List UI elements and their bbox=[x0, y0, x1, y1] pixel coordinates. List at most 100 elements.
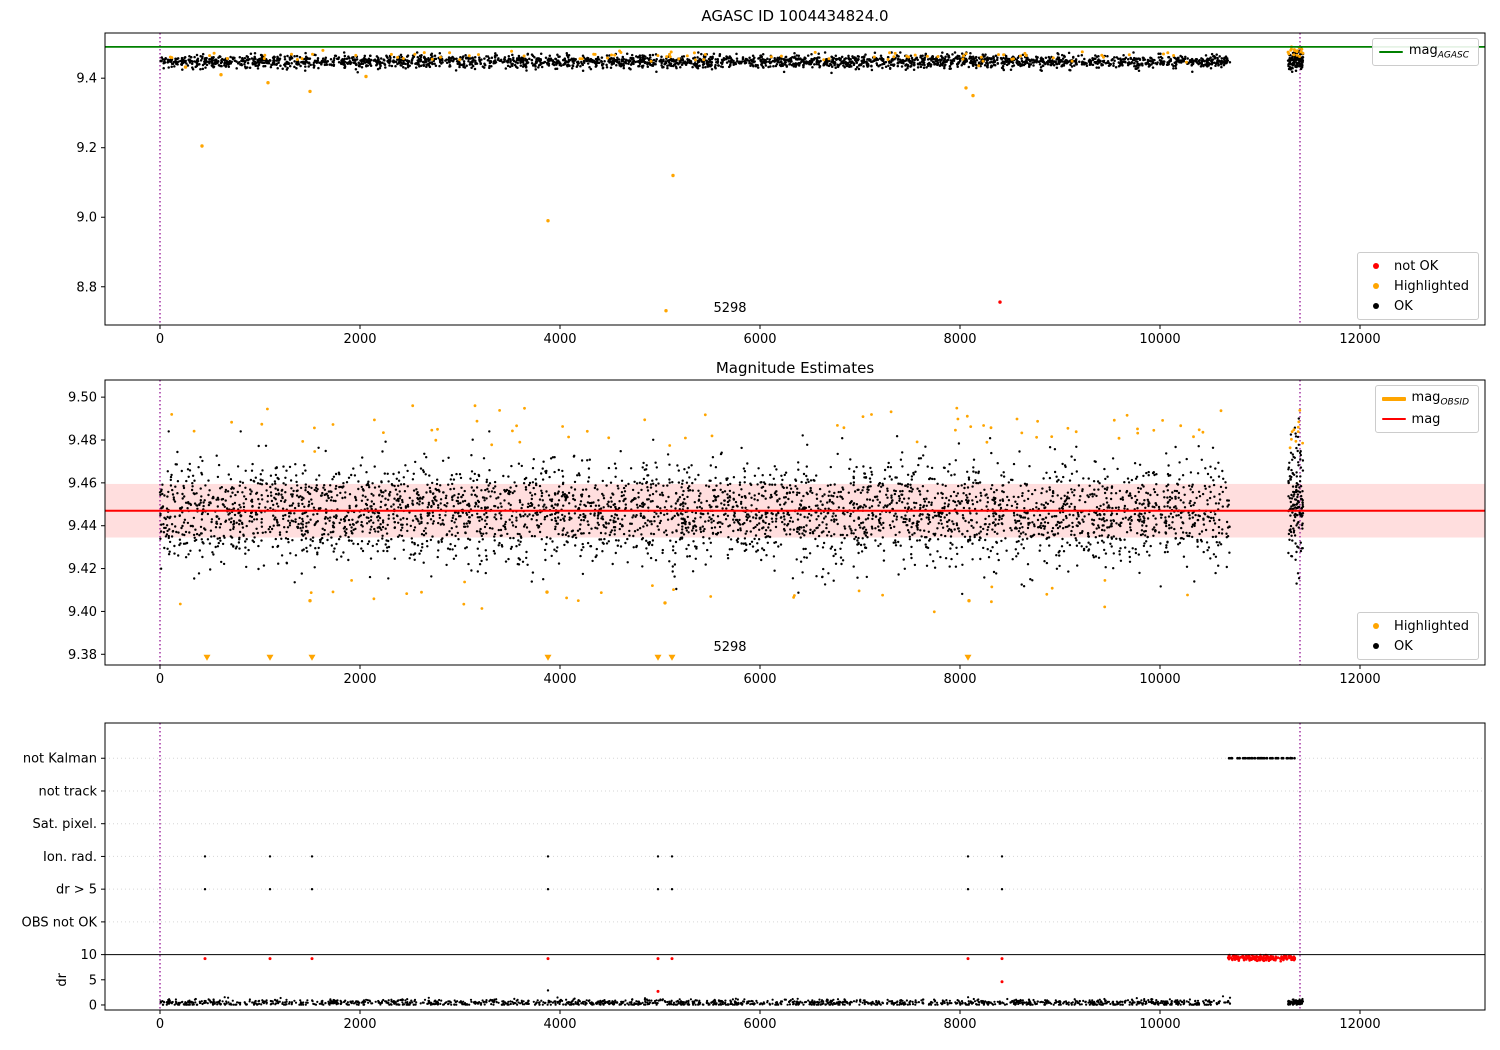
plot-est-canvas: 0 2000 4000 6000 8000 10000 120009.389.409.429… bbox=[68, 379, 1486, 687]
flag-category-label: OBS not OK bbox=[22, 915, 98, 930]
y-tick-label: 9.44 bbox=[68, 519, 97, 534]
legend-entry: OK bbox=[1364, 637, 1469, 655]
legend-entry: OK bbox=[1364, 297, 1469, 315]
plot-border bbox=[104, 379, 1486, 666]
legend-point-types: not OK Highlighted OK bbox=[1357, 252, 1479, 320]
y-tick-label: 9.2 bbox=[76, 141, 97, 156]
outlier-points bbox=[183, 65, 1002, 313]
obsid-annotation: 5298 bbox=[713, 640, 746, 655]
highlighted-end bbox=[1288, 409, 1304, 450]
ok-scatter-main bbox=[158, 430, 1231, 596]
legend-point-types: Highlighted OK bbox=[1357, 612, 1479, 660]
highlighted-dot-icon bbox=[1364, 623, 1388, 629]
y-tick-label: 9.4 bbox=[76, 72, 97, 87]
x-tick-label: 4000 bbox=[543, 1017, 576, 1032]
x-tick-label: 8000 bbox=[943, 672, 976, 687]
plot-mag-canvas: 0 2000 4000 6000 8000 10000 12000 8.8 9.0 9.2 9.4 5… bbox=[76, 32, 1486, 347]
y-tick-label: 10 bbox=[80, 948, 97, 963]
clipped-low-marker-icon bbox=[203, 654, 211, 661]
legend-mag-agasc: magAGASC bbox=[1371, 38, 1479, 66]
legend-entry: magAGASC bbox=[1378, 43, 1469, 61]
x-tick-label: 12000 bbox=[1339, 672, 1380, 687]
chart-magnitude-estimates: Magnitude Estimates 0 2000 4000 6000 8000 100… bbox=[0, 350, 1500, 700]
x-tick-label: 8000 bbox=[943, 1017, 976, 1032]
legend-entry: mag bbox=[1381, 410, 1469, 428]
x-tick-label: 2000 bbox=[343, 672, 376, 687]
obsid-annotation: 5298 bbox=[713, 301, 746, 316]
legend-entry: Highlighted bbox=[1364, 617, 1469, 635]
y-tick-label: 9.38 bbox=[68, 648, 97, 663]
x-tick-label: 2000 bbox=[343, 1017, 376, 1032]
x-tick-label: 0 bbox=[156, 332, 164, 347]
y-tick-label: 8.8 bbox=[76, 280, 97, 295]
highlighted-low bbox=[178, 579, 1189, 614]
dr-baseline bbox=[159, 995, 1232, 1006]
plot-border bbox=[104, 722, 1486, 1011]
ok-scatter-end bbox=[1287, 417, 1305, 585]
chart-flags-dr: 0 2000 4000 6000 8000 10000 12000 0 5 10 OBS not O… bbox=[0, 700, 1500, 1050]
x-tick-label: 6000 bbox=[743, 1017, 776, 1032]
dr-high-cluster bbox=[1226, 953, 1297, 963]
y-tick-label: 9.50 bbox=[68, 391, 97, 406]
legend-label: OK bbox=[1394, 638, 1413, 654]
legend-label: magOBSID bbox=[1411, 390, 1469, 408]
x-tick-label: 10000 bbox=[1139, 1017, 1180, 1032]
x-tick-label: 6000 bbox=[743, 672, 776, 687]
flag-category-label: Ion. rad. bbox=[43, 850, 97, 865]
clipped-low-marker-icon bbox=[654, 654, 662, 661]
x-tick-label: 10000 bbox=[1139, 672, 1180, 687]
highlighted-dot-icon bbox=[1364, 283, 1388, 289]
x-tick-label: 12000 bbox=[1339, 1017, 1380, 1032]
legend-label: magAGASC bbox=[1408, 43, 1469, 61]
flag-category-label: not Kalman bbox=[23, 752, 97, 767]
clipped-low-marker-icon bbox=[668, 654, 676, 661]
legend-label: Highlighted bbox=[1394, 618, 1469, 634]
y-axis: 0 5 10 OBS not OK dr > 5 Ion. rad. Sat. pixel.… bbox=[22, 752, 105, 1013]
legend-entry: Highlighted bbox=[1364, 277, 1469, 295]
x-tick-label: 0 bbox=[156, 1017, 164, 1032]
legend-label: mag bbox=[1411, 411, 1441, 427]
y-tick-label: 0 bbox=[89, 998, 97, 1013]
not-kalman-flags bbox=[1227, 756, 1296, 760]
y-tick-label: 9.48 bbox=[68, 434, 97, 449]
plot-border bbox=[104, 32, 1486, 326]
legend-label: not OK bbox=[1394, 258, 1439, 274]
ok-scatter-main bbox=[159, 51, 1232, 75]
legend-mag-lines: magOBSID mag bbox=[1374, 385, 1479, 433]
y-tick-label: 9.0 bbox=[76, 211, 97, 226]
x-tick-label: 2000 bbox=[343, 332, 376, 347]
ok-dot-icon bbox=[1364, 643, 1388, 649]
ok-dot-icon bbox=[1364, 303, 1388, 309]
clipped-low-marker-icon bbox=[266, 654, 274, 661]
flag-category-label: dr > 5 bbox=[56, 883, 97, 898]
outlier-points bbox=[203, 855, 1004, 993]
mag-line-icon bbox=[1381, 418, 1406, 420]
y-axis: 9.38 9.40 9.42 9.44 9.46 9.48 9.50 bbox=[68, 391, 105, 663]
clipped-low-marker-icon bbox=[544, 654, 552, 661]
legend-label: Highlighted bbox=[1394, 278, 1469, 294]
mag-obsid-line-icon bbox=[1381, 397, 1406, 401]
clipped-low-marker-icon bbox=[308, 654, 316, 661]
x-tick-label: 10000 bbox=[1139, 332, 1180, 347]
highlighted-scatter-main bbox=[168, 48, 1188, 68]
y-axis: 8.8 9.0 9.2 9.4 bbox=[76, 72, 105, 295]
flag-category-label: not track bbox=[38, 784, 97, 799]
y-tick-label: 5 bbox=[89, 973, 97, 988]
plot-flags-canvas: 0 2000 4000 6000 8000 10000 12000 0 5 10 OBS not O… bbox=[22, 722, 1486, 1032]
y-tick-label: 9.42 bbox=[68, 562, 97, 577]
mag-agasc-line-icon bbox=[1378, 51, 1403, 53]
y-tick-label: 9.40 bbox=[68, 605, 97, 620]
x-tick-label: 4000 bbox=[543, 672, 576, 687]
highlighted-high bbox=[170, 404, 1223, 453]
y-tick-label: 9.46 bbox=[68, 476, 97, 491]
x-tick-label: 4000 bbox=[543, 332, 576, 347]
flag-category-label: Sat. pixel. bbox=[33, 817, 97, 832]
chart-title-agasc: AGASC ID 1004434824.0 bbox=[701, 7, 889, 25]
y-axis-label: dr bbox=[55, 972, 70, 986]
outlier-points bbox=[308, 590, 971, 605]
x-axis: 0 2000 4000 6000 8000 10000 12000 bbox=[156, 325, 1381, 347]
not-ok-dot-icon bbox=[1364, 263, 1388, 269]
chart-title-estimates: Magnitude Estimates bbox=[715, 359, 875, 377]
x-axis: 0 2000 4000 6000 8000 10000 12000 bbox=[156, 665, 1381, 687]
